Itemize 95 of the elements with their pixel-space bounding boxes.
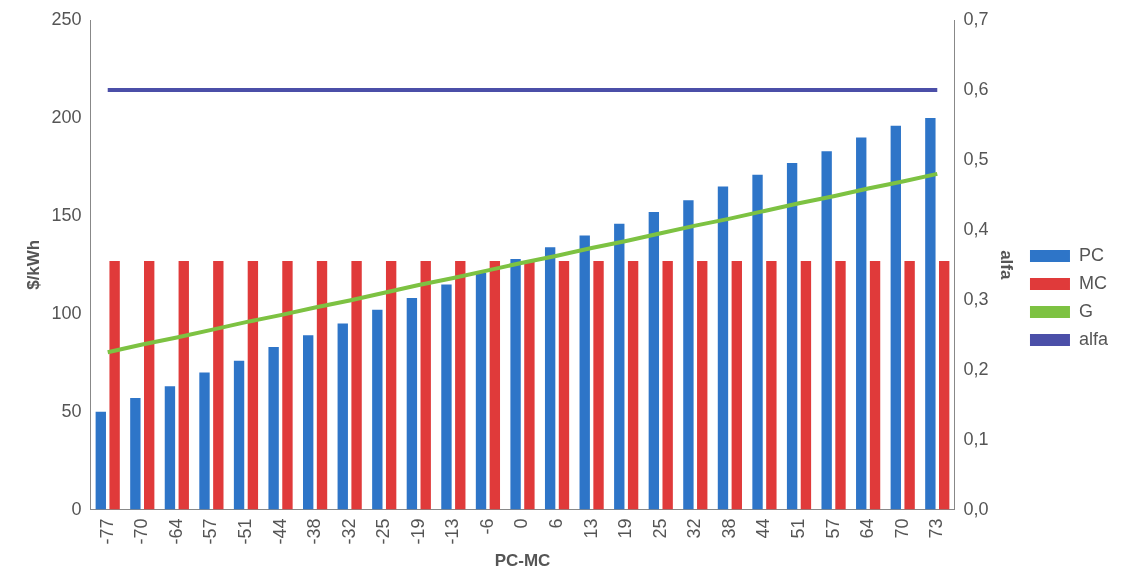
legend-label: MC [1078,272,1107,293]
bar [199,372,210,510]
bar [593,260,604,510]
bar [869,260,881,510]
x-tick-label: -57 [200,518,221,545]
x-tick-label: 64 [857,518,878,539]
y-tick-label: 250 [51,8,82,29]
x-tick-label: 38 [718,518,739,539]
bar [856,137,867,510]
x-tick-label: -44 [269,518,290,545]
bar [510,258,521,510]
bar [475,272,487,510]
x-tick-label: 0 [511,518,532,529]
y-tick-label: 50 [61,400,82,421]
x-tick-label: -70 [131,518,152,545]
bar [268,347,279,510]
bar [925,117,936,510]
x-tick-label: 73 [926,518,947,539]
bar [247,260,259,510]
y2-axis-title: alfa [997,250,1017,280]
bar [316,260,328,510]
x-tick-label: 6 [546,518,567,529]
x-tick-label: -38 [304,518,325,545]
x-tick-label: 25 [649,518,670,539]
y2-tick-label: 0,1 [963,428,989,449]
y2-tick-label: 0,5 [963,148,989,169]
bar [351,260,362,510]
bar [524,260,535,510]
bar [233,360,245,510]
y2-tick-label: 0,4 [963,218,989,239]
bar [455,260,466,510]
x-tick-label: 32 [684,518,705,539]
bar [385,260,397,510]
x-tick-label: 44 [753,518,774,539]
x-tick-label: 19 [615,518,636,539]
bar [752,174,763,510]
bar [213,260,224,510]
bar [627,260,639,510]
bar [544,247,556,510]
bar [904,260,915,510]
x-tick-label: 13 [580,518,601,539]
x-axis-title: PC-MC [494,551,551,571]
bar [489,260,501,510]
bar [130,397,141,510]
y2-tick-label: 0,2 [963,358,989,379]
y-axis-title: $/kWh [23,239,43,290]
bar [282,260,293,510]
bar [821,151,832,510]
bar [683,200,694,510]
y-tick-label: 100 [51,302,82,323]
bar [939,260,950,510]
x-tick-label: -64 [165,518,186,545]
bar [303,335,314,510]
bar [579,235,590,510]
bar [835,260,846,510]
bar [731,260,742,510]
y-tick-label: 200 [51,106,82,127]
bar [786,162,798,510]
x-tick-label: 70 [891,518,912,539]
bar [890,125,901,510]
bar [420,260,431,510]
bar [406,298,418,510]
bar [164,386,176,510]
x-tick-label: 57 [822,518,843,539]
legend-label: alfa [1078,328,1109,349]
bar [372,309,383,510]
y2-tick-label: 0,6 [963,78,989,99]
bar [766,260,777,510]
x-tick-label: -19 [407,518,428,545]
bar [441,284,452,510]
bar [614,223,625,510]
legend-label: PC [1078,244,1104,265]
bar [697,260,708,510]
x-tick-label: -51 [234,518,255,545]
bar [800,260,812,510]
bar [337,323,348,510]
bar [109,260,120,510]
x-tick-label: -32 [338,518,359,545]
y2-tick-label: 0,7 [963,8,989,29]
bar [144,260,155,510]
x-tick-label: 51 [787,518,808,539]
y-tick-label: 150 [51,204,82,225]
legend-label: G [1078,300,1093,321]
x-tick-label: -6 [476,518,497,535]
bar [717,186,729,510]
y2-tick-label: 0,0 [963,498,989,519]
x-tick-label: -25 [373,518,394,545]
bar [95,411,106,510]
bar [178,260,189,510]
bar [558,260,570,510]
y2-tick-label: 0,3 [963,288,989,309]
bar [648,211,660,510]
x-tick-label: -77 [96,518,117,545]
x-tick-label: -13 [442,518,463,545]
bar [662,260,673,510]
